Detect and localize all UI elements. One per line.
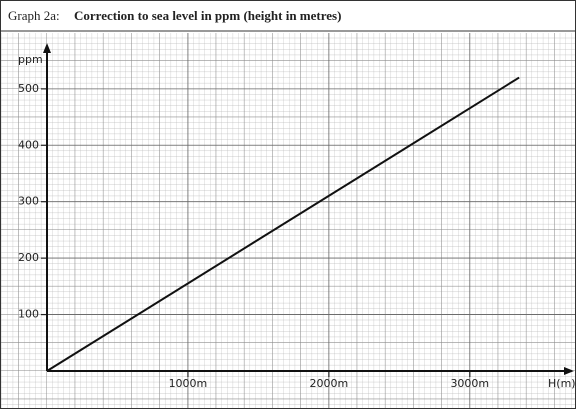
y-tick-label: 400 (18, 138, 39, 151)
x-tick-label: 2000m (310, 377, 349, 390)
y-tick-label: 200 (18, 251, 39, 264)
x-axis-arrow (564, 367, 574, 375)
chart-title: Correction to sea level in ppm (height i… (74, 8, 341, 23)
y-tick-label: 500 (18, 82, 39, 95)
x-tick-label: 3000m (450, 377, 489, 390)
x-tick-label: 1000m (169, 377, 208, 390)
title-prefix: Graph 2a: (8, 8, 60, 23)
y-axis-arrow (43, 43, 51, 53)
y-tick-label: 300 (18, 195, 39, 208)
y-axis-label: ppm (18, 53, 43, 66)
x-axis-label: H(m) (548, 377, 576, 390)
data-line (46, 76, 520, 372)
y-tick-label: 100 (18, 308, 39, 321)
